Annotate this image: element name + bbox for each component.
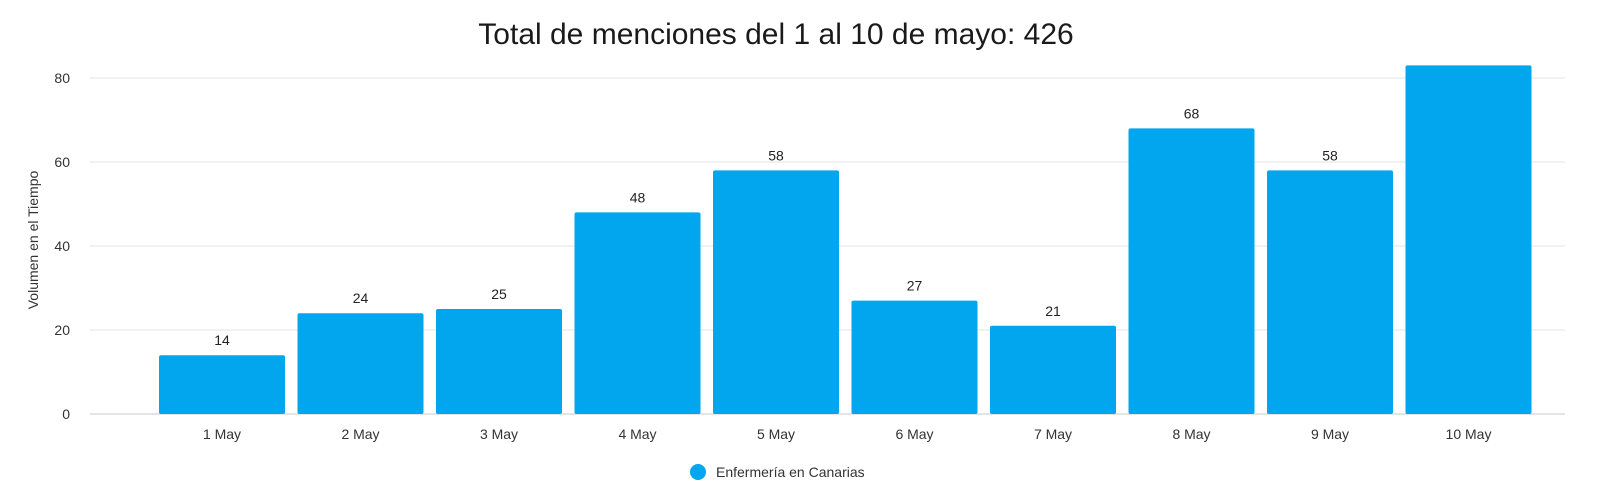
legend-marker <box>690 464 706 480</box>
data-label: 68 <box>1184 105 1200 121</box>
bar[interactable] <box>1267 170 1393 414</box>
data-label: 21 <box>1045 303 1061 319</box>
y-tick-label: 80 <box>54 70 70 86</box>
bar[interactable] <box>1128 128 1255 414</box>
y-axis-ticks: 0 20 40 60 80 <box>54 70 70 422</box>
x-tick-label: 6 May <box>895 426 933 442</box>
x-tick-label: 7 May <box>1034 426 1072 442</box>
chart-title: Total de menciones del 1 al 10 de mayo: … <box>478 18 1073 51</box>
y-axis-title: Volumen en el Tiempo <box>25 171 41 310</box>
bar[interactable] <box>851 300 978 414</box>
bar[interactable] <box>713 170 839 414</box>
legend[interactable]: Enfermería en Canarias <box>690 464 865 480</box>
data-label: 14 <box>214 332 230 348</box>
y-tick-label: 40 <box>54 238 70 254</box>
bar[interactable] <box>1405 65 1532 415</box>
data-label: 25 <box>491 286 507 302</box>
y-tick-label: 0 <box>62 406 70 422</box>
bar[interactable] <box>990 325 1116 414</box>
bar[interactable] <box>297 313 424 414</box>
x-axis-ticks: 1 May 2 May 3 May 4 May 5 May 6 May 7 May 8 May… <box>203 426 1492 442</box>
bar[interactable] <box>159 355 285 414</box>
data-labels: 14 24 25 48 58 27 21 68 58 <box>214 105 1338 348</box>
data-label: 58 <box>1322 147 1338 163</box>
x-tick-label: 3 May <box>480 426 518 442</box>
bar[interactable] <box>436 309 562 414</box>
x-tick-label: 8 May <box>1172 426 1210 442</box>
y-tick-label: 60 <box>54 154 70 170</box>
bar[interactable] <box>574 212 701 414</box>
legend-label: Enfermería en Canarias <box>716 464 865 480</box>
data-label: 27 <box>907 278 923 294</box>
x-tick-label: 9 May <box>1311 426 1349 442</box>
data-label: 58 <box>768 147 784 163</box>
data-label: 48 <box>630 189 646 205</box>
x-tick-label: 5 May <box>757 426 795 442</box>
data-label: 24 <box>353 290 369 306</box>
x-tick-label: 2 May <box>341 426 379 442</box>
y-tick-label: 20 <box>54 322 70 338</box>
x-tick-label: 1 May <box>203 426 241 442</box>
bars <box>159 65 1532 415</box>
x-tick-label: 4 May <box>618 426 656 442</box>
x-tick-label: 10 May <box>1446 426 1492 442</box>
